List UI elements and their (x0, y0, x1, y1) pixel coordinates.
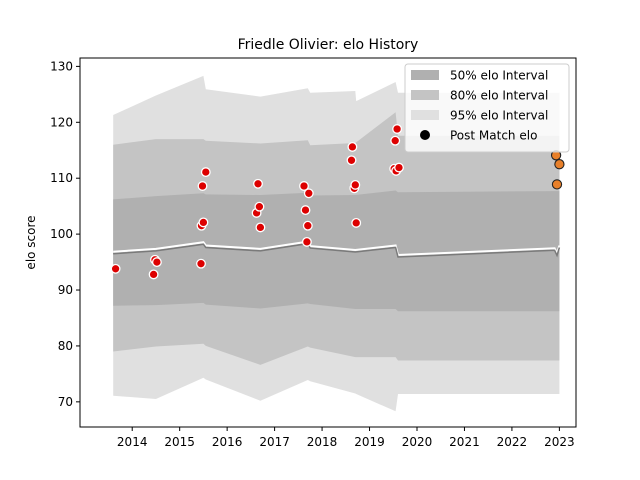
x-tick-label: 2019 (354, 435, 385, 449)
legend-label: 95% elo Interval (450, 109, 548, 123)
x-tick-label: 2015 (164, 435, 195, 449)
legend-label: Post Match elo (450, 129, 537, 143)
legend-box (404, 63, 570, 153)
data-point (200, 167, 211, 178)
legend-marker (420, 130, 430, 140)
interval-bands (113, 75, 560, 412)
data-point (390, 135, 401, 146)
data-point (151, 257, 162, 268)
chart-title: Friedle Olivier: elo History (238, 37, 419, 53)
data-point (110, 263, 121, 274)
data-point (394, 162, 404, 173)
x-tick-label: 2017 (259, 435, 290, 449)
legend: 50% elo Interval 80% elo Interval 95% elo … (404, 63, 570, 153)
x-tick-label: 2018 (307, 435, 338, 449)
legend-label: 50% elo Interval (450, 69, 548, 83)
legend-swatch (411, 110, 439, 120)
data-point (148, 269, 159, 280)
data-point (197, 181, 208, 191)
data-point (347, 141, 358, 152)
plot-frame (79, 57, 577, 428)
x-axis-ticks: 2014 2015 2016 2017 2018 2019 2020 2021 2022 2023 (117, 427, 575, 449)
x-tick-label: 2021 (449, 435, 480, 449)
legend-swatch (411, 90, 439, 100)
y-tick-label: 130 (50, 59, 73, 73)
data-point (253, 178, 263, 189)
y-axis-ticks: 70 80 90 100 110 120 130 (50, 59, 80, 409)
data-point (255, 222, 266, 233)
y-axis-label: elo score (24, 215, 38, 269)
median-line (113, 242, 561, 258)
data-point (198, 217, 209, 228)
data-point (196, 258, 206, 269)
y-tick-label: 110 (50, 171, 73, 185)
data-point (300, 205, 311, 216)
median-line-highlight (113, 240, 561, 257)
y-tick-label: 70 (58, 395, 73, 409)
x-tick-label: 2022 (497, 435, 528, 449)
y-tick-label: 120 (50, 115, 73, 129)
median-lines (113, 240, 561, 258)
data-point (350, 179, 361, 190)
data-point (551, 179, 563, 190)
x-tick-label: 2014 (117, 435, 148, 449)
data-point (303, 188, 314, 199)
legend-label: 80% elo Interval (450, 89, 548, 103)
legend-swatch (411, 70, 439, 80)
x-tick-label: 2016 (212, 435, 243, 449)
y-tick-label: 80 (58, 339, 73, 353)
data-point (254, 201, 265, 212)
data-point (554, 159, 565, 170)
x-tick-label: 2023 (544, 435, 575, 449)
data-point (301, 236, 312, 247)
data-point (351, 217, 362, 228)
post-match-points (110, 124, 565, 280)
data-point (346, 155, 357, 166)
data-point (302, 220, 313, 231)
data-point (299, 181, 309, 191)
y-tick-label: 90 (58, 283, 73, 297)
data-point (392, 124, 403, 134)
x-tick-label: 2020 (402, 435, 433, 449)
y-tick-label: 100 (50, 227, 73, 241)
